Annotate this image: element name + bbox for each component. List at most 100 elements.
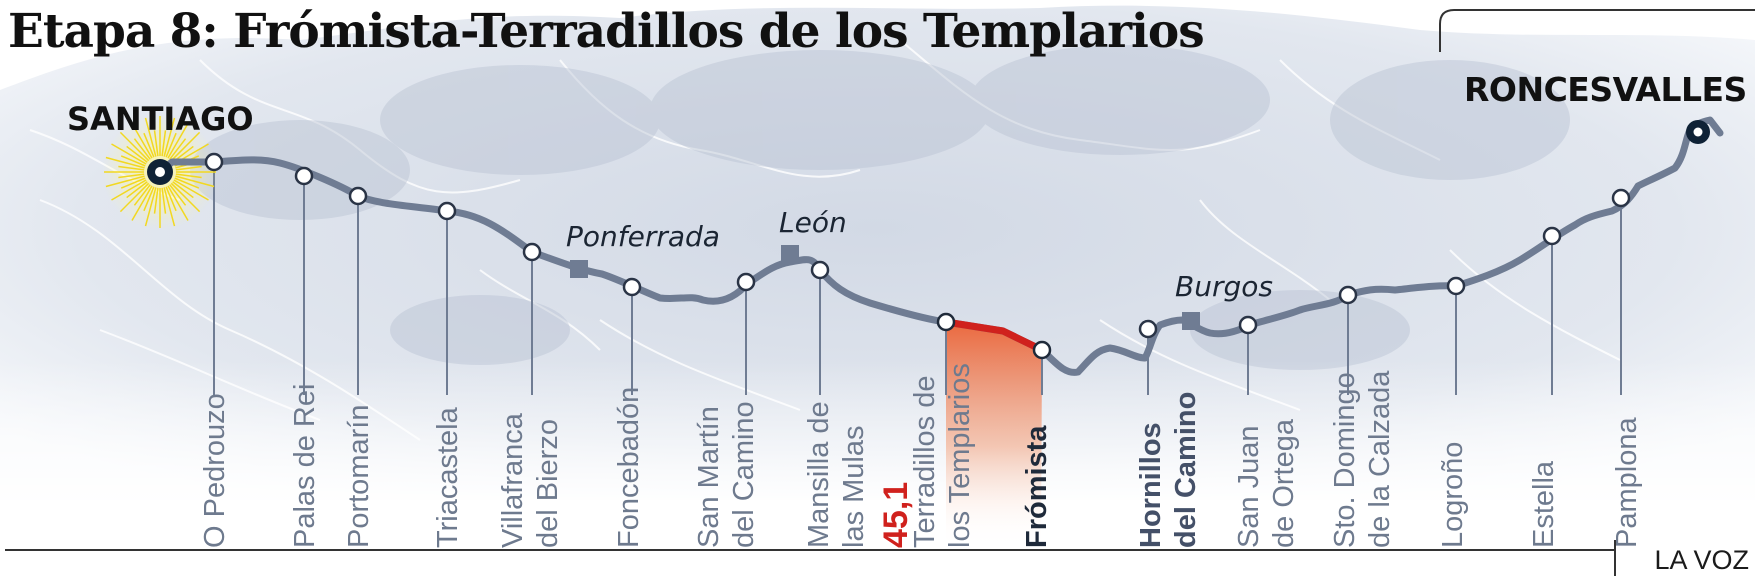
sun-ray (143, 132, 155, 158)
sun-ray (119, 131, 150, 162)
stop-label: Sto. Domingo de la Calzada (1328, 371, 1398, 548)
sun-ray (163, 187, 176, 227)
stop-label: Palas de Rei (288, 384, 323, 548)
burgos-marker (1182, 312, 1200, 330)
stop-label: Pamplona (1610, 417, 1645, 548)
sun-ray (133, 138, 151, 160)
stop-circle (1446, 276, 1466, 296)
stop-label-line: Mansilla de (803, 401, 835, 548)
stop-label-line: San Martín (693, 406, 725, 548)
sun-ray (174, 177, 200, 189)
stop-label-line: Pamplona (1611, 417, 1643, 548)
sun-ray (161, 187, 167, 214)
ponferrada-marker (570, 260, 588, 278)
sun-ray (143, 186, 155, 212)
credit-label: LA VOZ (1654, 545, 1749, 575)
stage-distance: 45,1 (877, 481, 915, 548)
stop-circle (522, 242, 542, 262)
sun-ray (144, 187, 157, 227)
stop-label-line: Estella (1528, 460, 1560, 548)
stop-label: O Pedrouzo (198, 393, 233, 548)
stop-label: Triacastela (431, 407, 466, 548)
sun-ray (165, 132, 177, 158)
sun-ray (175, 175, 215, 188)
sun-ray (175, 165, 202, 171)
stop-label-line: del Camino (1170, 391, 1202, 548)
stop-label-line: Palas de Rei (289, 383, 321, 548)
sun-ray (144, 117, 157, 157)
sun-ray (161, 130, 167, 157)
stop-circle (736, 272, 756, 292)
stop-label-line: del Camino (728, 401, 760, 548)
roncesvalles-label: RONCESVALLES (1464, 70, 1747, 109)
stop-circle (348, 186, 368, 206)
stop-circles (204, 152, 1631, 360)
sun-ray (153, 130, 159, 157)
stop-circle (936, 312, 956, 332)
sun-ray (119, 182, 150, 213)
stop-label: Mansilla de las Mulas (802, 401, 872, 548)
corner-bracket (1439, 9, 1755, 52)
sun-ray (173, 179, 209, 201)
stop-circle (437, 201, 457, 221)
page-title: Etapa 8: Frómista-Terradillos de los Tem… (8, 4, 1205, 59)
stop-label: Portomarín (342, 405, 377, 548)
stop-label-line: Hornillos (1135, 422, 1167, 548)
stop-circle (1138, 319, 1158, 339)
sun-ray (131, 123, 153, 159)
sun-ray (131, 185, 153, 221)
stop-circle (1338, 285, 1358, 305)
stop-label-line: Foncebadón (613, 386, 645, 548)
sun-ray (111, 143, 147, 165)
sun-ray (118, 173, 145, 179)
sun-ray (126, 181, 148, 199)
stop-label-line: Villafranca (497, 413, 529, 548)
sun-ray (111, 179, 147, 201)
sun-ray (167, 185, 189, 221)
stop-label-line: Logroño (1437, 441, 1469, 548)
stop-label-line: O Pedrouzo (199, 393, 231, 548)
sun-ray (126, 145, 148, 163)
stop-label-line: Sto. Domingo (1329, 372, 1361, 548)
stop-label: Estella (1527, 461, 1562, 548)
stop-label: Villafranca del Bierzo (496, 413, 566, 548)
sun-ray (120, 177, 146, 189)
route-line (156, 116, 1724, 376)
leon-marker (781, 245, 799, 263)
stop-label-line: de la Calzada (1364, 370, 1396, 548)
stop-label: Logroño (1436, 442, 1471, 548)
sun-ray (120, 155, 146, 167)
stop-label-line: las Mulas (838, 425, 870, 549)
sun-ray (118, 165, 145, 171)
stop-label: San Martín del Camino (692, 401, 762, 548)
stop-circle (204, 152, 224, 172)
leon-label: León (779, 206, 847, 239)
sun-ray (175, 173, 202, 179)
sun-ray (133, 184, 151, 206)
sun-ray (167, 123, 189, 159)
sun-ray (165, 186, 177, 212)
sun-ray (153, 187, 159, 214)
stop-circle (810, 260, 830, 280)
sun-ray (105, 156, 145, 169)
stop-label: Frómista (1020, 426, 1055, 548)
ponferrada-label: Ponferrada (566, 220, 720, 253)
santiago-label: SANTIAGO (67, 100, 254, 138)
stop-label-line: Frómista (1021, 425, 1053, 548)
santiago-marker (147, 159, 173, 185)
stop-label-line: de Ortega (1268, 419, 1300, 548)
stop-label: San Juan de Ortega (1232, 419, 1302, 548)
roncesvalles-marker (1686, 120, 1710, 144)
terrain-bottom-fade (0, 360, 1755, 510)
burgos-label: Burgos (1175, 270, 1273, 303)
stage-area-fill (946, 322, 1042, 548)
stop-circle (622, 277, 642, 297)
stop-circle (1611, 188, 1631, 208)
stop-circle (1032, 340, 1052, 360)
stop-circle (1238, 315, 1258, 335)
stop-label-line: los Templarios (944, 363, 976, 548)
stop-label: Terradillos de los Templarios (908, 363, 978, 548)
stage-route-line (942, 318, 1046, 354)
